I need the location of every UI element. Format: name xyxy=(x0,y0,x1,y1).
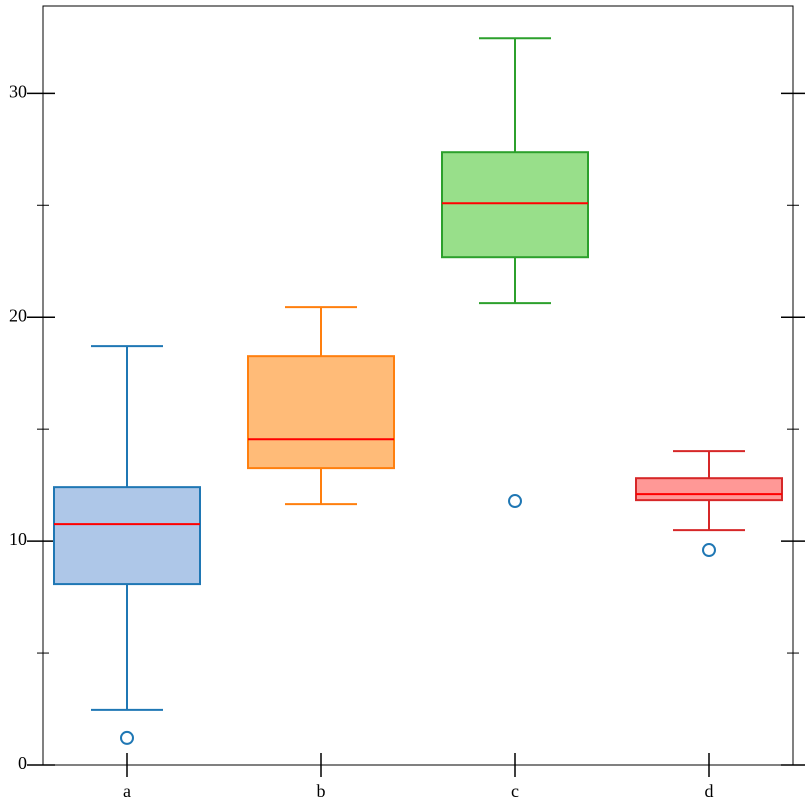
box xyxy=(53,486,201,586)
x-tick-label: b xyxy=(317,781,326,801)
y-tick-label: 0 xyxy=(18,753,27,773)
flier xyxy=(702,543,716,558)
flier xyxy=(120,730,134,745)
y-tick-label: 20 xyxy=(9,305,27,325)
x-tick-label: c xyxy=(511,781,519,801)
box xyxy=(441,151,589,259)
x-tick-label: a xyxy=(123,781,131,801)
flier xyxy=(508,494,522,509)
box xyxy=(635,477,783,502)
y-tick-label: 10 xyxy=(9,529,27,549)
x-tick-label: d xyxy=(705,781,714,801)
box xyxy=(247,355,395,470)
plot-frame xyxy=(42,5,794,766)
y-tick-label: 30 xyxy=(9,81,27,101)
